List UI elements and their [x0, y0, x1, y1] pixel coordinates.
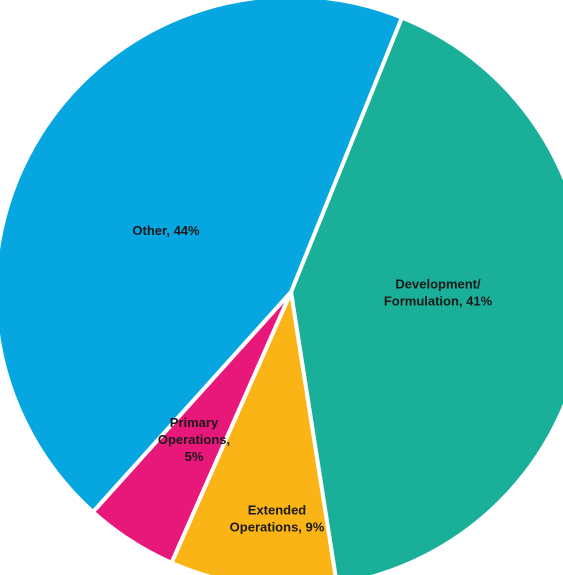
pie-slice-label-line: Development/ [395, 277, 481, 292]
pie-slice-label-line: Formulation, 41% [384, 294, 493, 309]
pie-slice-label-line: Extended [248, 503, 307, 518]
pie-slice-label-2: Primary Operations, 5% [158, 415, 230, 464]
pie-slice-1 [169, 290, 338, 575]
pie-slice-label-1: Extended Operations, 9% [230, 503, 325, 535]
pie-slice-label-line: Operations, [158, 432, 230, 447]
pie-slice-label-line: Operations, 9% [230, 520, 325, 535]
pie-slice-label-0: Development/Formulation, 41% [384, 277, 493, 309]
pie-slice-label-3: Other, 44% [132, 223, 200, 238]
pie-slice-label-line: Other, 44% [132, 223, 200, 238]
pie-slice-3 [0, 0, 404, 514]
pie-slice-label-line: 5% [185, 449, 204, 464]
pie-slice-label-line: Primary [170, 415, 219, 430]
pie-slice-0 [289, 15, 563, 575]
pie-labels: Development/Formulation, 41% Extended Oper… [132, 223, 492, 535]
